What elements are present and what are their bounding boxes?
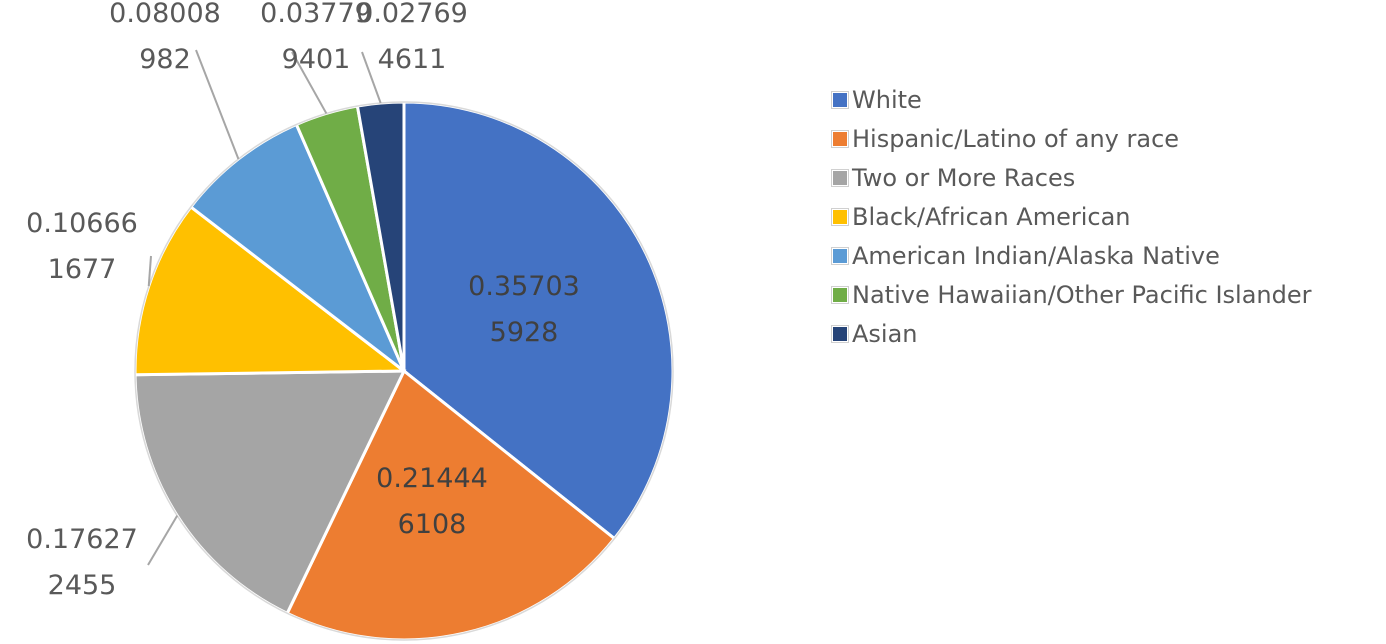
- legend: White Hispanic/Latino of any race Two or M…: [831, 80, 1312, 353]
- legend-swatch: [831, 246, 849, 265]
- legend-swatch: [831, 168, 849, 187]
- legend-item-native-hawaiian-other-pacific-islander: Native Hawaiian/Other Pacific Islander: [831, 275, 1312, 314]
- data-label-asian: 0.02769 4611: [356, 0, 468, 75]
- data-label-two-or-more-races: 0.17627 2455: [26, 524, 138, 601]
- data-labels: 0.35703 5928 0.21444 6108 0.17627 2455 0.10666…: [26, 0, 580, 601]
- data-label-line-2: 982: [139, 44, 191, 75]
- data-label-line-1: 0.02769: [356, 0, 468, 29]
- legend-swatch: [831, 90, 849, 109]
- data-label-line-2: 1677: [48, 254, 117, 285]
- leader-line-native-hawaiian-other-pacific-islander: [291, 51, 328, 114]
- data-label-line-1: 0.03779: [260, 0, 372, 29]
- pie-outline: [134, 101, 674, 641]
- legend-item-american-indian-alaska-native: American Indian/Alaska Native: [831, 236, 1311, 275]
- legend-item-white: White: [831, 80, 1311, 119]
- legend-item-asian: Asian: [831, 314, 1311, 353]
- legend-label: White: [852, 85, 922, 114]
- legend-label: American Indian/Alaska Native: [852, 241, 1220, 270]
- data-label-line-2: 2455: [48, 570, 117, 601]
- data-label-american-indian-alaska-native: 0.08008 982: [109, 0, 221, 75]
- data-label-line-1: 0.21444: [376, 463, 488, 494]
- data-label-line-1: 0.10666: [26, 208, 138, 239]
- legend-label: Black/African American: [852, 202, 1131, 231]
- data-label-line-2: 6108: [398, 509, 467, 540]
- legend-label: Hispanic/Latino of any race: [852, 124, 1180, 153]
- legend-label: Two or More Races: [852, 163, 1076, 192]
- leader-line-black-african-american: [147, 255, 152, 287]
- pie-slices: [133, 100, 675, 642]
- data-label-line-1: 0.17627: [26, 524, 138, 555]
- legend-item-two-or-more-races: Two or More Races: [831, 158, 1311, 197]
- data-label-line-2: 5928: [490, 317, 559, 348]
- legend-swatch: [831, 129, 849, 148]
- legend-item-hispanic-latino-of-any-race: Hispanic/Latino of any race: [831, 119, 1311, 158]
- data-label-hispanic-latino-of-any-race: 0.21444 6108: [376, 463, 488, 540]
- data-label-line-2: 4611: [378, 44, 447, 75]
- leader-line-asian: [361, 51, 382, 104]
- pie-chart: 0.35703 5928 0.21444 6108 0.17627 2455 0.10666…: [26, 0, 675, 642]
- leader-line-american-indian-alaska-native: [195, 49, 240, 160]
- legend-label: Native Hawaiian/Other Pacific Islander: [852, 280, 1312, 309]
- data-label-line-1: 0.08008: [109, 0, 221, 29]
- data-label-line-1: 0.35703: [468, 271, 580, 302]
- legend-swatch: [831, 324, 849, 343]
- data-label-native-hawaiian-other-pacific-islander: 0.03779 9401: [260, 0, 372, 75]
- data-label-white: 0.35703 5928: [468, 271, 580, 348]
- leader-line-two-or-more-races: [147, 515, 179, 566]
- legend-label: Asian: [852, 319, 918, 348]
- leader-lines: [147, 49, 382, 566]
- legend-item-black-african-american: Black/African American: [831, 197, 1311, 236]
- data-label-line-2: 9401: [282, 44, 351, 75]
- data-label-black-african-american: 0.10666 1677: [26, 208, 138, 285]
- legend-swatch: [831, 285, 849, 304]
- legend-swatch: [831, 207, 849, 226]
